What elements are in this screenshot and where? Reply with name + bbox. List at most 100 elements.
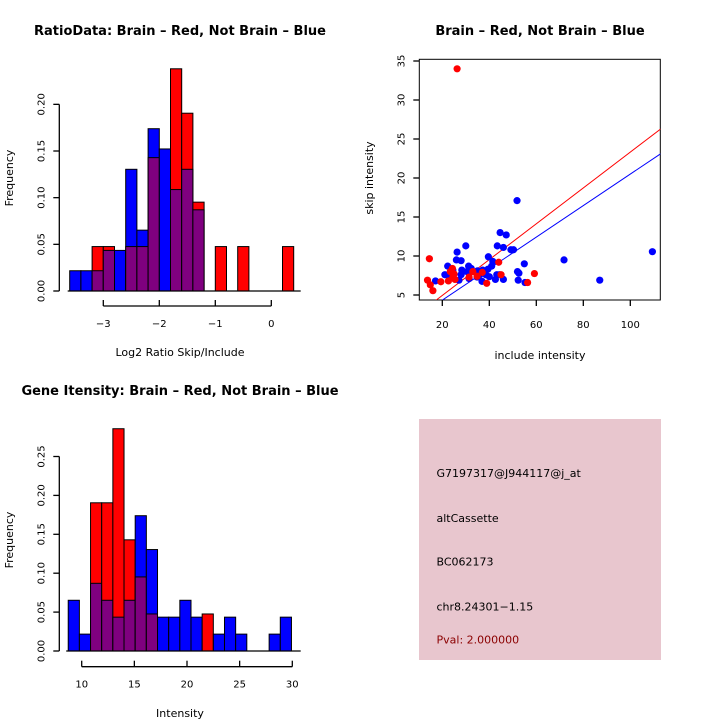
bar-not-brain [67,599,80,652]
intensity-histogram-ylabel: Frequency [3,511,16,568]
x-tick-label: 10 [75,680,88,691]
scatter-plot-box [418,58,661,301]
point-not-brain [488,262,496,270]
point-not-brain [431,277,440,285]
point-not-brain [493,242,501,250]
point-not-brain [502,231,510,239]
point-not-brain [513,197,521,205]
bar-overlap [134,576,147,652]
y-tick-label: 0.15 [36,140,47,162]
intensity-histogram-xlabel: Intensity [156,707,204,720]
x-tick-label: 20 [181,680,194,691]
point-not-brain [648,248,656,256]
point-not-brain [463,268,471,276]
info-panel: G7197317@J944117@j_at altCassette BC0621… [419,419,661,660]
point-brain [429,287,437,295]
scatter-axes: 20 40 60 80 100 5 10 15 20 25 30 35 [396,55,640,331]
x-tick-label: 100 [621,320,640,331]
bar-not-brain [212,633,225,652]
intensity-histogram-bars [67,428,292,652]
point-brain [453,65,461,73]
y-tick-label: 0.25 [36,445,47,467]
point-brain [495,258,503,266]
point-brain [448,264,457,273]
ratio-histogram-panel: RatioData: Brain – Red, Not Brain – Blue… [3,24,326,359]
scatter-fit-lines [435,128,661,300]
x-tick-label: 40 [483,320,496,331]
fit-line-brain [435,128,661,300]
bar-overlap [112,616,125,652]
point-brain [437,278,445,286]
point-not-brain [496,229,504,237]
bar-not-brain [168,616,181,652]
y-tick-label: 10 [396,250,407,263]
x-tick-label: 15 [128,680,141,691]
bar-overlap [125,246,138,292]
bar-not-brain [114,249,127,292]
scatter-panel: Brain – Red, Not Brain – Blue 20 40 60 80 10… [363,24,661,362]
x-tick-label: 25 [233,680,246,691]
x-tick-label: 0 [268,319,274,330]
point-brain [469,268,477,276]
y-tick-label: 0.00 [36,640,47,662]
bar-not-brain [80,270,93,292]
y-tick-label: 0.10 [36,562,47,584]
bar-overlap [91,270,104,292]
bar-overlap [170,189,183,292]
x-tick-label: −3 [96,319,111,330]
point-not-brain [499,243,507,252]
intensity-histogram-title: Gene Itensity: Brain – Red, Not Brain – … [21,384,338,399]
y-tick-label: 0.05 [36,233,47,255]
fit-line-not-brain [441,153,661,300]
ratio-histogram-xlabel: Log2 Ratio Skip/Include [115,346,244,359]
point-not-brain [484,253,492,261]
y-tick-label: 0.10 [36,187,47,209]
info-event-type: altCassette [437,512,499,525]
scatter-title: Brain – Red, Not Brain – Blue [435,24,644,39]
bar-not-brain [268,633,281,652]
bar-overlap [147,157,160,292]
bar-not-brain [190,616,203,652]
bar-not-brain [179,599,192,652]
bar-overlap [192,209,205,292]
bar-not-brain [69,270,82,292]
y-tick-label: 0.00 [36,280,47,302]
y-tick-label: 5 [396,292,407,298]
y-tick-label: 30 [396,94,407,107]
bar-not-brain [157,616,170,652]
point-brain [530,269,539,278]
bar-overlap [123,599,136,652]
info-probe-id: G7197317@J944117@j_at [437,467,582,480]
point-not-brain [560,256,568,264]
scatter-xlabel: include intensity [494,349,586,362]
x-tick-label: 30 [286,680,299,691]
point-brain [473,272,481,280]
info-pval: Pval: 2.000000 [437,634,520,647]
point-brain [478,268,486,276]
point-brain [450,270,458,278]
point-not-brain [520,260,528,268]
bar-not-brain [279,616,292,652]
ratio-histogram-axes: 0.00 0.05 0.10 0.15 0.20 −3 −2 −1 0 [36,93,301,330]
bar-overlap [101,599,114,652]
info-accession: BC062173 [437,556,494,569]
y-tick-label: 0.20 [36,484,47,506]
point-not-brain [457,257,465,265]
point-brain [497,271,505,279]
y-tick-label: 15 [396,211,407,224]
x-tick-label: −1 [208,319,223,330]
point-not-brain [457,271,465,279]
y-tick-label: 0.05 [36,601,47,623]
info-location: chr8.24301−1.15 [437,601,534,614]
bar-not-brain [78,633,92,652]
x-tick-label: 80 [577,320,590,331]
bar-overlap [90,582,103,652]
intensity-histogram-axes: 0.00 0.05 0.10 0.15 0.20 0.25 10 15 20 25 30 [36,445,301,691]
point-not-brain [515,269,523,277]
ratio-histogram-bars [69,68,295,292]
point-not-brain [462,242,470,250]
bar-overlap [145,613,159,652]
point-not-brain [596,276,604,284]
intensity-histogram-panel: Gene Itensity: Brain – Red, Not Brain – … [3,384,339,720]
point-not-brain [453,248,461,256]
